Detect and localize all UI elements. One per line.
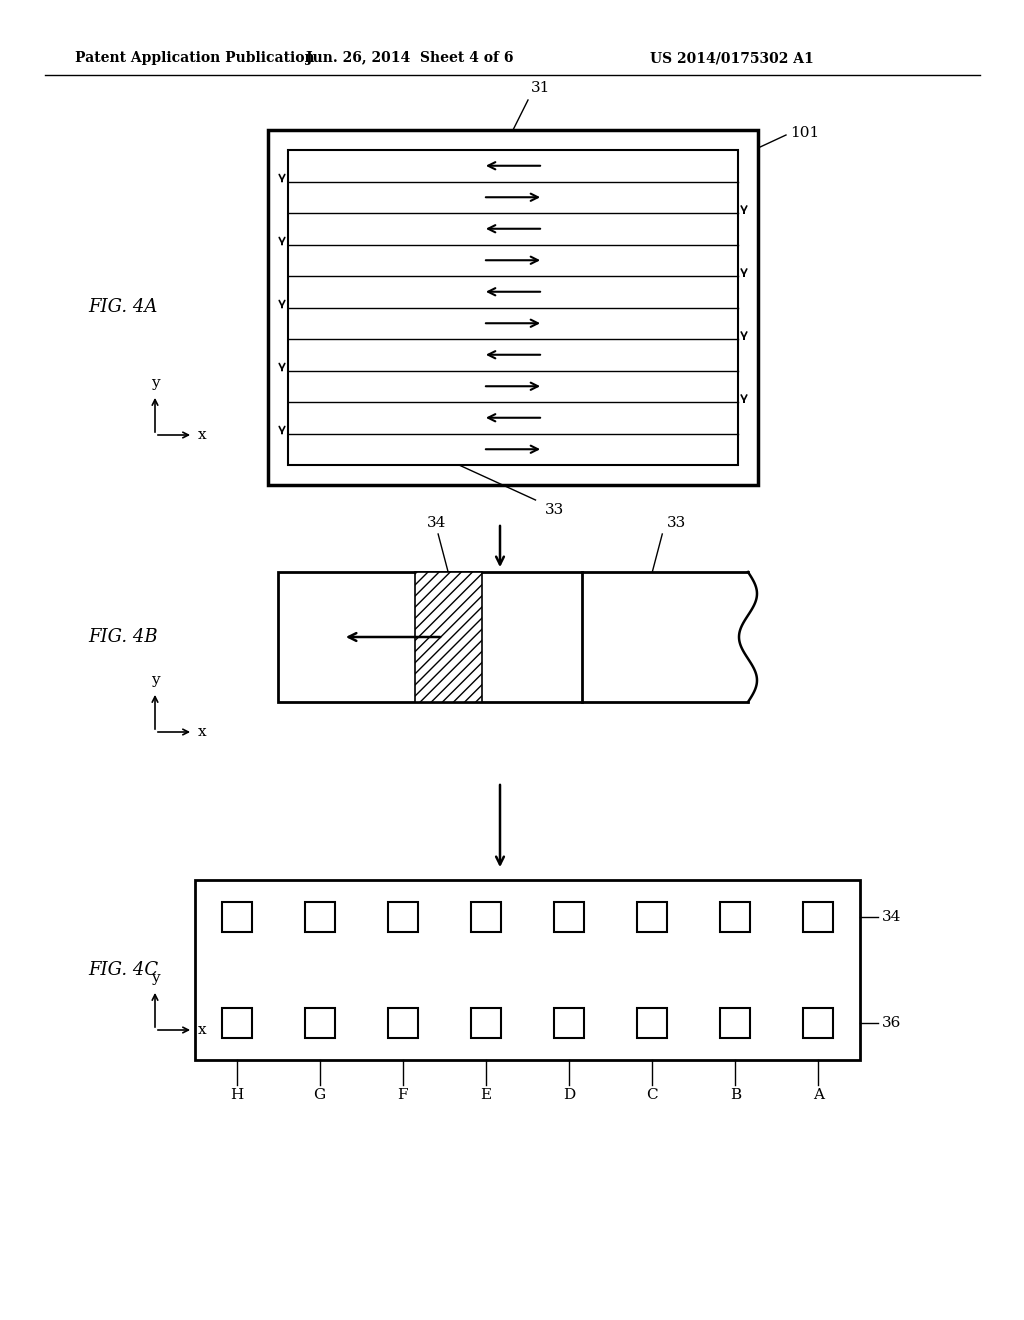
- Bar: [554, 1008, 584, 1038]
- Bar: [221, 1008, 252, 1038]
- Text: FIG. 4B: FIG. 4B: [88, 628, 158, 645]
- Bar: [720, 1008, 751, 1038]
- Text: F: F: [397, 1088, 408, 1102]
- Text: 33: 33: [668, 516, 686, 531]
- Text: G: G: [313, 1088, 326, 1102]
- Bar: [278, 572, 582, 702]
- Text: H: H: [230, 1088, 243, 1102]
- Text: D: D: [563, 1088, 575, 1102]
- Text: A: A: [813, 1088, 824, 1102]
- Bar: [388, 902, 418, 932]
- Text: y: y: [151, 376, 160, 389]
- Bar: [637, 1008, 668, 1038]
- Text: x: x: [198, 1023, 207, 1038]
- Text: US 2014/0175302 A1: US 2014/0175302 A1: [650, 51, 814, 65]
- Text: B: B: [730, 1088, 741, 1102]
- Bar: [471, 902, 501, 932]
- Text: FIG. 4A: FIG. 4A: [88, 298, 158, 315]
- Text: y: y: [151, 972, 160, 985]
- Bar: [305, 1008, 335, 1038]
- Bar: [554, 902, 584, 932]
- Text: E: E: [480, 1088, 492, 1102]
- Bar: [221, 902, 252, 932]
- Text: FIG. 4C: FIG. 4C: [88, 961, 158, 979]
- Bar: [415, 572, 481, 702]
- Text: C: C: [646, 1088, 658, 1102]
- Bar: [804, 902, 834, 932]
- Text: Patent Application Publication: Patent Application Publication: [75, 51, 314, 65]
- Text: 34: 34: [882, 909, 901, 924]
- Polygon shape: [582, 572, 757, 702]
- Text: 36: 36: [882, 1016, 901, 1030]
- Bar: [195, 880, 860, 1060]
- Text: Jun. 26, 2014  Sheet 4 of 6: Jun. 26, 2014 Sheet 4 of 6: [306, 51, 514, 65]
- Bar: [637, 902, 668, 932]
- Text: 31: 31: [531, 81, 550, 95]
- Bar: [471, 1008, 501, 1038]
- Bar: [388, 1008, 418, 1038]
- Bar: [288, 150, 738, 465]
- Text: 34: 34: [426, 516, 445, 531]
- Bar: [804, 1008, 834, 1038]
- Bar: [305, 902, 335, 932]
- Bar: [720, 902, 751, 932]
- Text: y: y: [151, 673, 160, 686]
- Text: 101: 101: [790, 125, 819, 140]
- Bar: [268, 129, 758, 484]
- Text: x: x: [198, 725, 207, 739]
- Text: 33: 33: [545, 503, 564, 517]
- Text: x: x: [198, 428, 207, 442]
